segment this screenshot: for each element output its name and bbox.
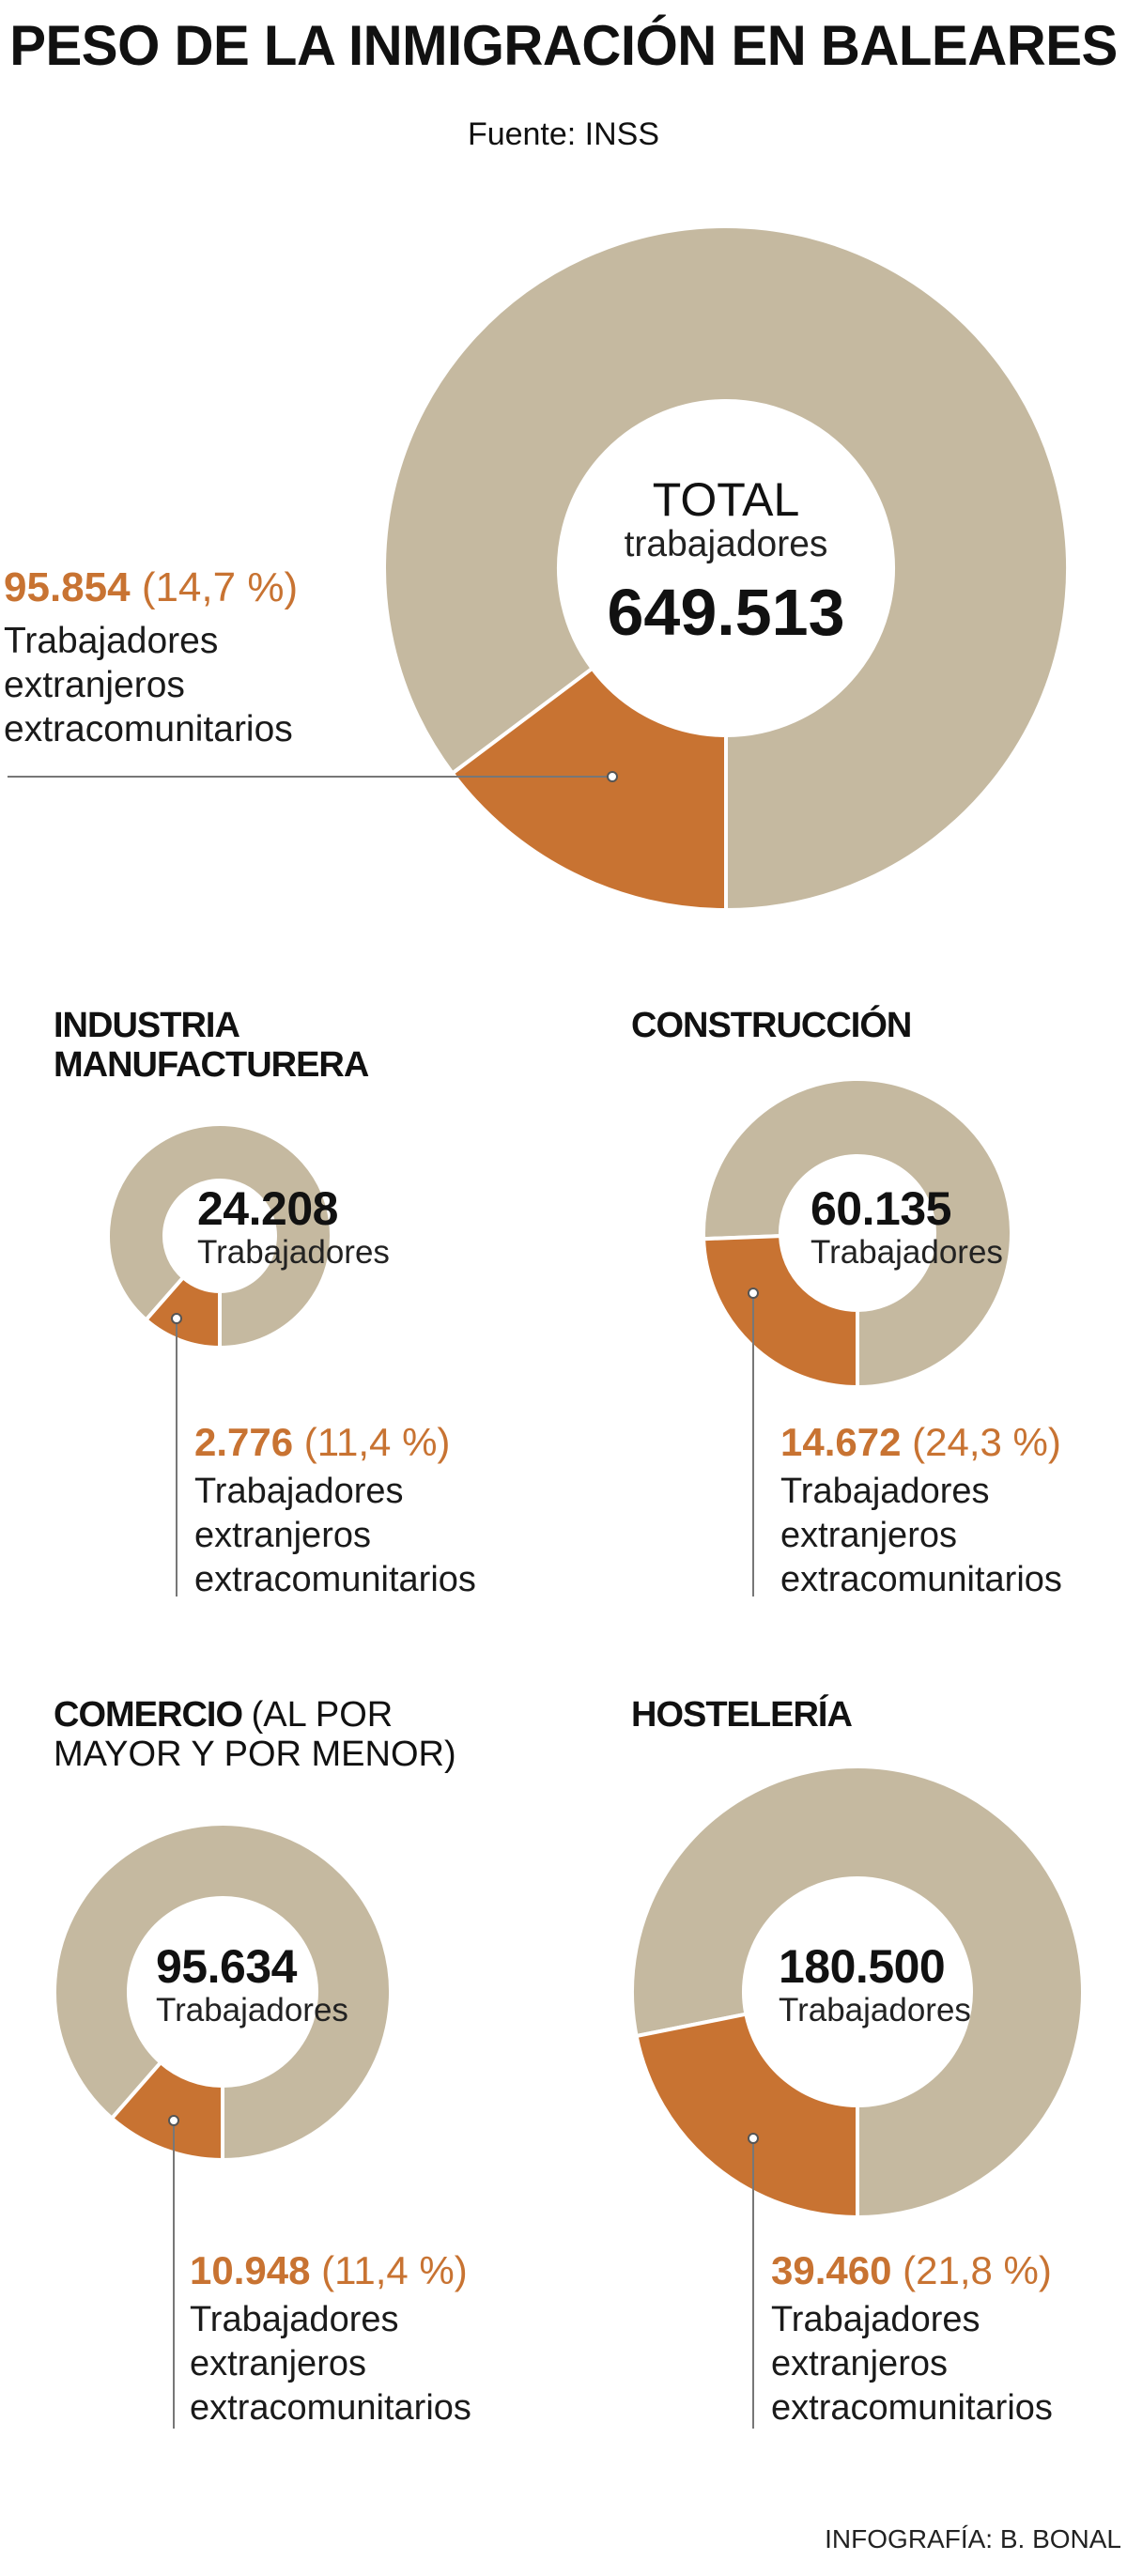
comercio-leader-dot bbox=[168, 2115, 179, 2126]
industria-foreign: 2.776 (11,4 %) Trabajadores extranjeros ex… bbox=[194, 1421, 476, 1602]
sector-title-comercio: COMERCIO (AL POR MAYOR Y POR MENOR) bbox=[54, 1695, 456, 1774]
desc-line: extracomunitarios bbox=[771, 2388, 1053, 2428]
title-line: CONSTRUCCIÓN bbox=[631, 1006, 912, 1045]
sector-value: 24.208 bbox=[197, 1182, 338, 1235]
total-foreign-slice bbox=[450, 666, 728, 913]
total-leader-dot bbox=[607, 771, 618, 782]
sector-value: 180.500 bbox=[779, 1940, 946, 1993]
total-foreign-pct: (14,7 %) bbox=[141, 564, 299, 610]
desc-line: Trabajadores bbox=[771, 2300, 980, 2339]
construccion-foreign-slice bbox=[702, 1234, 859, 1390]
industria-foreign-slice bbox=[143, 1274, 222, 1350]
foreign-value: 10.948 bbox=[190, 2248, 311, 2292]
hosteleria-foreign: 39.460 (21,8 %) Trabajadores extranjeros e… bbox=[771, 2249, 1053, 2430]
desc-line: extracomunitarios bbox=[4, 709, 293, 749]
desc-line: extranjeros bbox=[4, 665, 185, 705]
hosteleria-rest-slice bbox=[630, 1765, 1085, 2220]
construccion-center: 60.135 Trabajadores bbox=[811, 1183, 1003, 1272]
desc-line: extracomunitarios bbox=[194, 1560, 476, 1599]
desc-line: extracomunitarios bbox=[190, 2388, 471, 2428]
comercio-rest-slice bbox=[53, 1822, 393, 2163]
construccion-rest-slice bbox=[702, 1077, 1013, 1390]
foreign-pct: (11,4 %) bbox=[321, 2248, 468, 2292]
desc-line: extranjeros bbox=[194, 1516, 371, 1555]
industria-rest-slice bbox=[106, 1122, 333, 1350]
comercio-center: 95.634 Trabajadores bbox=[156, 1941, 348, 2029]
desc-line: Trabajadores bbox=[190, 2300, 399, 2339]
page-title: PESO DE LA INMIGRACIÓN EN BALEARES bbox=[9, 14, 1118, 77]
total-label: TOTAL bbox=[652, 473, 800, 526]
total-foreign-value: 95.854 bbox=[4, 564, 131, 610]
title-line: MAYOR Y POR MENOR) bbox=[54, 1735, 456, 1774]
credit: INFOGRAFÍA: B. BONAL bbox=[825, 2524, 1121, 2553]
sector-unit: Trabajadores bbox=[156, 1992, 348, 2028]
total-sublabel: trabajadores bbox=[624, 524, 828, 564]
industria-leader-dot bbox=[171, 1313, 182, 1324]
comercio-foreign: 10.948 (11,4 %) Trabajadores extranjeros e… bbox=[190, 2249, 471, 2430]
foreign-pct: (21,8 %) bbox=[903, 2248, 1052, 2292]
desc-line: Trabajadores bbox=[780, 1472, 990, 1511]
comercio-foreign-slice bbox=[109, 2059, 224, 2163]
hosteleria-leader-dot bbox=[748, 2133, 759, 2144]
title-line: MANUFACTURERA bbox=[54, 1045, 369, 1085]
desc-line: extracomunitarios bbox=[780, 1560, 1062, 1599]
foreign-value: 39.460 bbox=[771, 2248, 892, 2292]
total-foreign-label: 95.854 (14,7 %) bbox=[4, 566, 298, 609]
construccion-foreign: 14.672 (24,3 %) Trabajadores extranjeros e… bbox=[780, 1421, 1062, 1602]
desc-line: Trabajadores bbox=[4, 621, 219, 661]
desc-line: extranjeros bbox=[190, 2344, 366, 2383]
sector-title-hosteleria: HOSTELERÍA bbox=[631, 1695, 853, 1735]
total-rest-slice bbox=[382, 224, 1070, 913]
sector-value: 95.634 bbox=[156, 1940, 297, 1993]
foreign-pct: (24,3 %) bbox=[912, 1420, 1061, 1464]
title-line: HOSTELERÍA bbox=[631, 1695, 853, 1735]
desc-line: extranjeros bbox=[780, 1516, 957, 1555]
sector-title-industria: INDUSTRIA MANUFACTURERA bbox=[54, 1006, 369, 1085]
construccion-leader-dot bbox=[748, 1288, 759, 1299]
title-line: (AL POR bbox=[251, 1695, 394, 1735]
foreign-value: 14.672 bbox=[780, 1420, 902, 1464]
foreign-value: 2.776 bbox=[194, 1420, 294, 1464]
hosteleria-foreign-slice bbox=[634, 2012, 859, 2220]
sector-unit: Trabajadores bbox=[779, 1992, 971, 2028]
sector-unit: Trabajadores bbox=[197, 1234, 390, 1271]
foreign-pct: (11,4 %) bbox=[303, 1420, 451, 1464]
total-foreign-desc: Trabajadores extranjeros extracomunitari… bbox=[4, 619, 293, 751]
title-line: COMERCIO bbox=[54, 1695, 243, 1735]
title-line: INDUSTRIA bbox=[54, 1006, 240, 1045]
sector-unit: Trabajadores bbox=[811, 1234, 1003, 1271]
source-note: Fuente: INSS bbox=[467, 116, 660, 152]
total-value: 649.513 bbox=[607, 576, 845, 649]
industria-center: 24.208 Trabajadores bbox=[197, 1183, 390, 1272]
sector-value: 60.135 bbox=[811, 1182, 951, 1235]
desc-line: Trabajadores bbox=[194, 1472, 404, 1511]
hosteleria-center: 180.500 Trabajadores bbox=[779, 1941, 971, 2029]
desc-line: extranjeros bbox=[771, 2344, 948, 2383]
sector-title-construccion: CONSTRUCCIÓN bbox=[631, 1006, 912, 1045]
